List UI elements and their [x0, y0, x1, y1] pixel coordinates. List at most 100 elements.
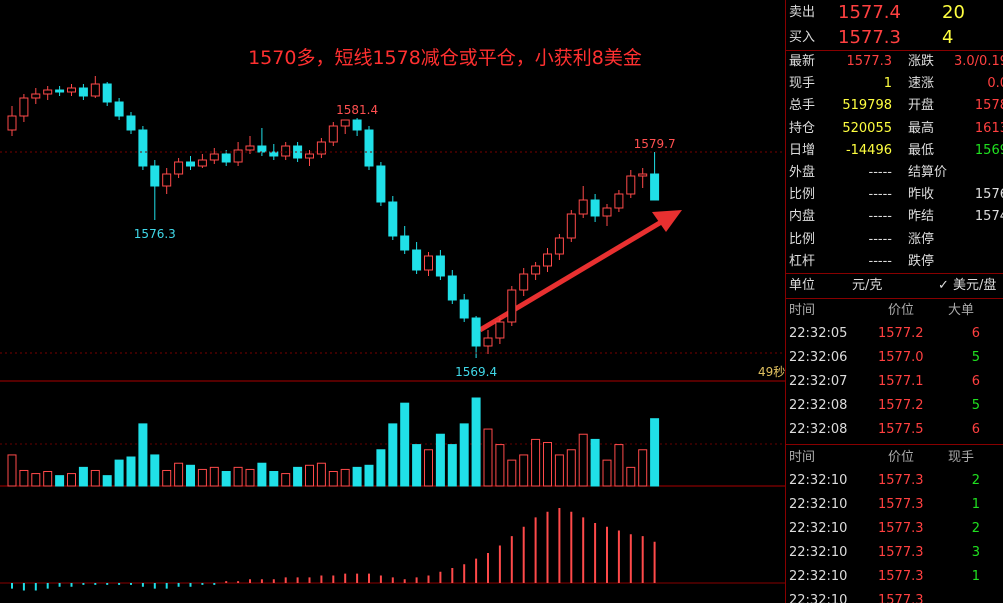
candle-body: [400, 235, 410, 251]
cell: 22:32:10: [789, 569, 848, 584]
cell: 昨收: [908, 187, 935, 203]
cell: 1577.3: [878, 545, 924, 560]
candle-body: [102, 83, 112, 103]
cell: 总手: [789, 98, 816, 114]
volume-bar: [257, 462, 267, 487]
volume-bar: [245, 468, 255, 487]
cell: 22:32:10: [789, 521, 848, 536]
cell: 开盘: [908, 98, 935, 114]
cell: 现手: [948, 450, 975, 465]
cell: 速涨: [908, 76, 935, 92]
candle-body: [197, 159, 207, 167]
candle-body: [7, 115, 17, 131]
cell: 1577.3: [838, 27, 901, 48]
trade-row: 22:32:10 1577.3 2: [786, 517, 1003, 541]
unit-row: 单位 元/克 ✓ 美元/盘: [786, 274, 1003, 298]
candle-body: [435, 255, 445, 277]
table-header: 时间 价位 大单: [786, 300, 1003, 322]
cell: 时间: [789, 450, 816, 465]
quote-panel: 卖出 1577.4 20 买入 1577.3 4 最新 1577.3 涨跌 3.0/0.19 现手 1…: [785, 0, 1003, 603]
volume-bar: [495, 444, 505, 487]
cell: 买入: [789, 30, 816, 45]
volume-bar: [221, 471, 231, 487]
candle-body: [424, 255, 433, 271]
candle-body: [507, 289, 517, 323]
cell: 6: [971, 326, 980, 341]
candle-body: [162, 173, 172, 187]
volume-bar: [209, 466, 219, 487]
stat-row: 总手 519798 开盘 1578: [786, 95, 1003, 117]
candle-body: [650, 173, 660, 201]
trade-row: 22:32:08 1577.2 5: [786, 394, 1003, 418]
cell: 内盘: [789, 209, 816, 225]
separator: [786, 444, 1003, 445]
volume-bar: [197, 468, 207, 487]
volume-bar: [293, 466, 303, 487]
cell: 价位: [888, 450, 915, 465]
cell: 22:32:10: [789, 497, 848, 512]
cell: 6: [971, 422, 980, 437]
candle-body: [43, 89, 53, 95]
cell: 大单: [948, 303, 975, 318]
price-label: 1579.7: [634, 137, 676, 151]
candle-body: [554, 237, 564, 255]
cell: 1577.5: [878, 422, 924, 437]
candle-body: [269, 151, 279, 157]
stat-row: 比例-----涨停-: [786, 229, 1003, 251]
cell: 价位: [888, 303, 915, 318]
candle-body: [186, 161, 195, 167]
candle-body: [78, 87, 88, 97]
candle-body: [364, 129, 374, 167]
volume-bar: [626, 466, 636, 487]
trade-row: 22:32:10 1577.3 1: [786, 493, 1003, 517]
volume-bar: [67, 473, 76, 487]
cell: 1577.4: [838, 2, 901, 23]
candle-body: [305, 153, 314, 159]
trade-row: 22:32:05 1577.2 6: [786, 322, 1003, 346]
volume-bar: [31, 473, 41, 487]
cell: 2: [971, 473, 980, 488]
cell: 涨停: [908, 231, 935, 247]
trade-row: 22:32:06 1577.0 5: [786, 346, 1003, 370]
cell: 1577.3: [878, 521, 924, 536]
volume-bar: [435, 433, 445, 487]
cell: 跌停: [908, 253, 935, 269]
volume-bar: [447, 444, 457, 487]
candle-body: [566, 213, 576, 239]
candle-body: [245, 145, 255, 151]
candle-body: [447, 275, 457, 301]
volume-bar: [316, 462, 326, 487]
price-label: 1569.4: [455, 365, 497, 379]
countdown: 49秒: [758, 365, 785, 379]
candle-body: [638, 173, 648, 177]
candle-body: [483, 337, 493, 347]
candle-body: [626, 175, 636, 195]
candle-body: [174, 161, 184, 175]
stat-row: 最新 1577.3 涨跌 3.0/0.19: [786, 51, 1003, 73]
cell: 22:32:10: [789, 473, 848, 488]
cell: 1577.1: [878, 374, 924, 389]
cell: 比例: [789, 231, 816, 247]
cell: -----: [868, 187, 892, 203]
candle-body: [388, 201, 398, 237]
volume-bar: [602, 459, 612, 487]
stat-row: 杠杆-----跌停-: [786, 251, 1003, 273]
volume-bar: [269, 471, 279, 487]
volume-bar: [424, 449, 433, 487]
volume-bar: [138, 423, 148, 487]
cell: -----: [868, 165, 892, 180]
candle-body: [376, 165, 386, 203]
cell: 1577.3: [878, 473, 924, 488]
cell: -----: [868, 209, 892, 225]
cell: 1577.3: [878, 497, 924, 512]
volume-bar: [352, 466, 362, 487]
cell: 1: [971, 497, 980, 512]
volume-bar: [7, 454, 17, 487]
candle-body: [459, 299, 469, 319]
volume-bar: [55, 475, 65, 487]
volume-bar: [150, 454, 160, 487]
volume-bar: [566, 449, 576, 487]
cell: 20: [942, 2, 965, 23]
candle-body: [471, 317, 481, 347]
volume-bar: [126, 456, 136, 487]
